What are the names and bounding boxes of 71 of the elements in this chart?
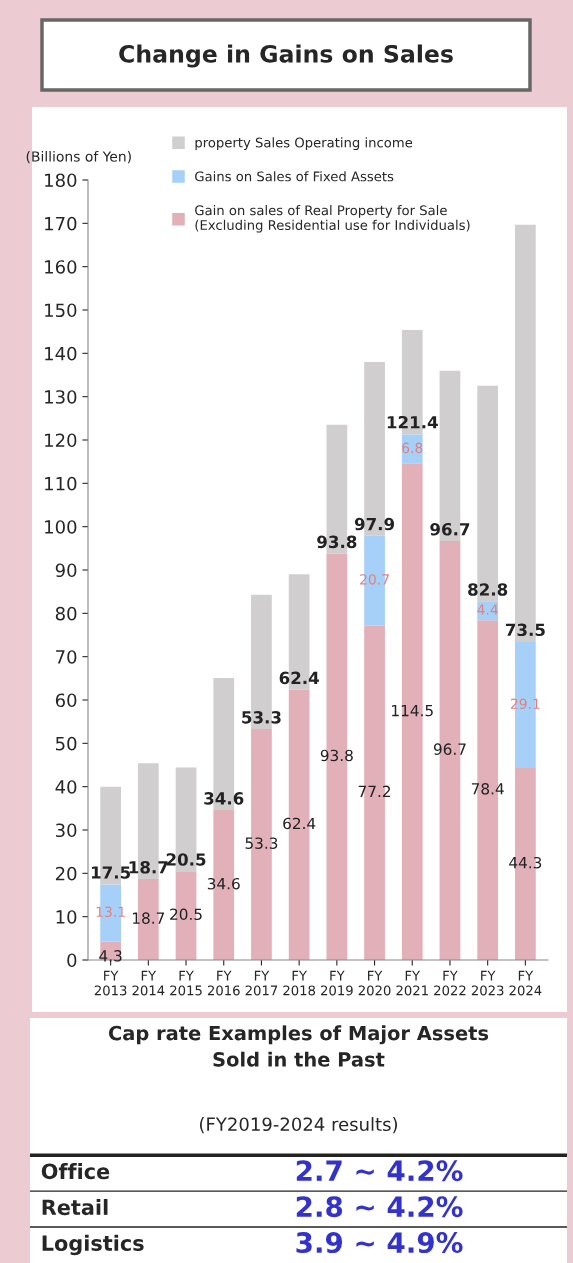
y-tick-label: 100 [45, 520, 77, 534]
data-label: 4.3 [99, 950, 122, 962]
data-label: 62.4 [283, 817, 316, 830]
annotation: 73.5 [505, 623, 545, 637]
annotation: 97.9 [354, 517, 395, 531]
annotation: 93.8 [317, 535, 357, 549]
legend-label: property Sales Operating income [195, 137, 413, 151]
annotation: 17.5 [91, 866, 131, 879]
text: 2.7 ~ 4.2% [296, 1160, 463, 1182]
y-tick-label: 80 [55, 606, 77, 621]
data-label: 18.7 [133, 912, 165, 924]
data-label: 114.5 [392, 704, 433, 717]
y-tick-label: 150 [45, 303, 77, 318]
data-label: 93.8 [320, 749, 353, 762]
y-tick-label: 110 [45, 476, 77, 491]
y-tick-label: 30 [55, 823, 77, 838]
chart-title: Change in Gains on Sales [119, 44, 453, 68]
y-tick-label: 160 [45, 260, 77, 274]
y-tick-label: 50 [56, 736, 77, 751]
x-tick-label: FY 2017 [245, 970, 278, 996]
annotation: 34.6 [204, 792, 244, 805]
data-label: 53.3 [245, 837, 278, 849]
x-tick-label: FY 2022 [434, 970, 466, 996]
data-label: 78.4 [471, 783, 504, 795]
x-tick-label: FY 2018 [283, 970, 316, 996]
data-label: 6.8 [402, 442, 423, 454]
annotation: 20.5 [166, 853, 206, 866]
x-tick-label: FY 2019 [321, 970, 353, 996]
annotation: 96.7 [430, 522, 470, 536]
x-tick-label: FY 2020 [358, 970, 391, 996]
y-tick-label: 140 [45, 346, 77, 361]
y-tick-label: 130 [45, 390, 77, 404]
y-tick-label: 90 [55, 563, 77, 578]
legend-label: Gains on Sales of Fixed Assets [195, 171, 394, 182]
data-label: 96.7 [433, 743, 466, 755]
legend-label: Gain on sales of Real Property for Sale (Excluding Residential use for Individuals) [195, 205, 470, 233]
y-tick-label: 120 [45, 433, 77, 448]
annotation: 18.7 [129, 860, 168, 874]
y-tick-label: 70 [56, 650, 77, 664]
annotation: 82.8 [468, 583, 508, 596]
data-label: 34.6 [207, 877, 240, 890]
bar [401, 434, 423, 464]
text: Office [41, 1163, 110, 1180]
x-tick-label: FY 2016 [207, 970, 240, 996]
y-tick-label: 40 [55, 780, 77, 794]
x-tick-label: FY 2014 [132, 970, 165, 996]
annotation: 53.3 [242, 711, 281, 724]
text: Retail [42, 1199, 108, 1216]
y-tick-label: 60 [55, 693, 77, 708]
data-label: 4.4 [477, 604, 498, 615]
y-tick-label: 20 [55, 866, 77, 881]
y-tick-label: 180 [45, 173, 77, 188]
text: (FY2019-2024 results) [199, 1117, 398, 1134]
text: Logistics [42, 1234, 144, 1256]
y-tick-label: 170 [45, 216, 77, 231]
text: 3.9 ~ 4.9% [296, 1232, 463, 1254]
data-label: 44.3 [509, 856, 542, 869]
text: Cap rate Examples of Major Assets Sold in the Past [108, 1025, 489, 1067]
x-tick-label: FY 2013 [94, 970, 127, 996]
data-label: 77.2 [358, 785, 391, 797]
y-tick-label: 10 [56, 910, 77, 924]
annotation: 121.4 [387, 415, 438, 429]
text: 2.8 ~ 4.2% [296, 1196, 463, 1218]
y-axis-title: (Billions of Yen) [26, 150, 131, 164]
data-label: 20.5 [170, 908, 202, 921]
annotation: 62.4 [279, 671, 319, 685]
x-tick-label: FY 2021 [396, 970, 428, 996]
x-tick-label: FY 2023 [471, 970, 504, 996]
y-tick-label: 0 [67, 953, 77, 968]
x-tick-label: FY 2015 [170, 970, 202, 996]
x-tick-label: FY 2024 [509, 970, 542, 996]
